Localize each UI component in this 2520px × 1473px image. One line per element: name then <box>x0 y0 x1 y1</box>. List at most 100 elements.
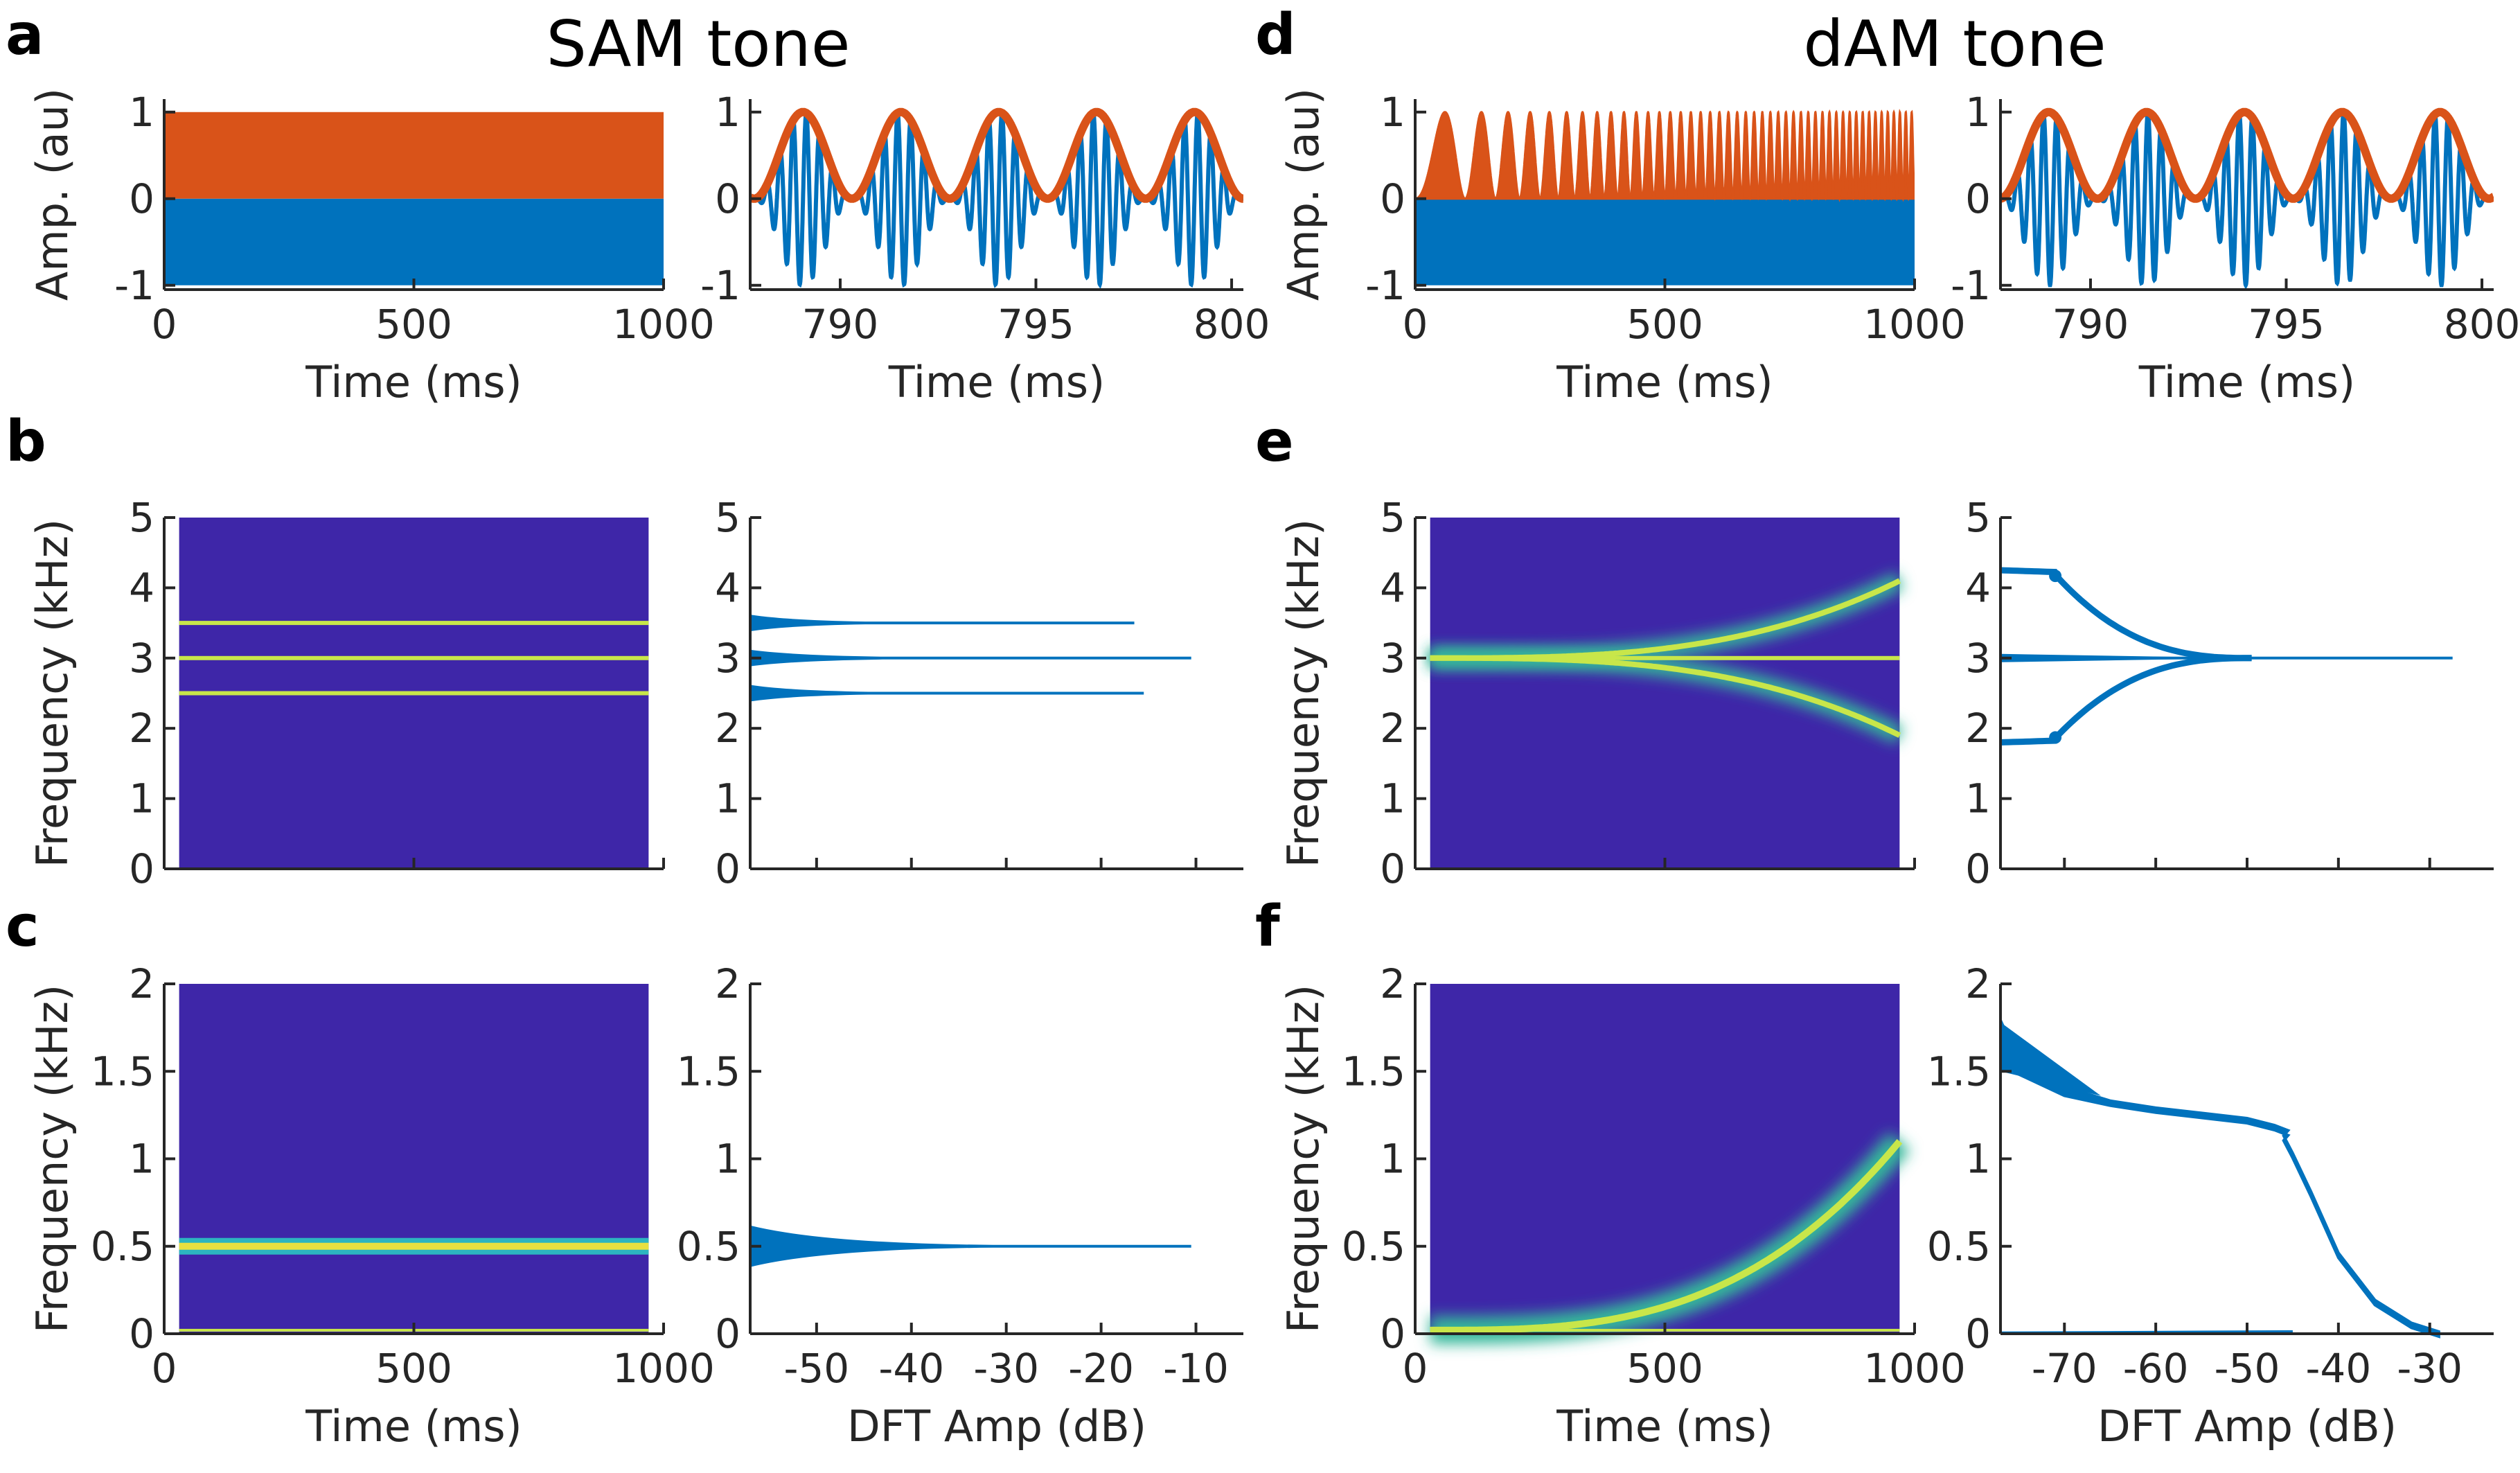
y-tick-label: -1 <box>1365 262 1405 309</box>
spectrogram-band <box>179 655 649 660</box>
y-tick-label: 3 <box>1965 635 1991 682</box>
y-tick-label: 1 <box>1380 775 1405 822</box>
y-tick-label: 0 <box>1965 1310 1991 1357</box>
panel-letter-c: c <box>6 894 39 960</box>
y-tick-label: 3 <box>1380 635 1405 682</box>
chart-b-right: 0 1 2 3 4 5 <box>715 494 1243 892</box>
y-tick-label: 4 <box>715 564 740 611</box>
signal-group <box>750 107 1243 290</box>
x-axis-label: Time (ms) <box>1556 357 1773 407</box>
x-tick-label: 500 <box>375 1345 452 1392</box>
panel-letter-f: f <box>1255 894 1281 960</box>
axes: 0 0.5 1 1.5 2 0 500 1000 Time (ms) Frequency (kHz… <box>27 960 715 1452</box>
x-tick-label: -40 <box>878 1345 944 1392</box>
envelope-group <box>1415 109 1915 203</box>
y-tick-label: 2 <box>1380 960 1405 1007</box>
envelope-band <box>164 112 664 199</box>
y-tick-label: 2 <box>1965 960 1991 1007</box>
x-tick-label: -20 <box>1068 1345 1134 1392</box>
y-tick-label: 0.5 <box>91 1223 154 1270</box>
y-axis-label: Frequency (kHz) <box>1278 519 1329 867</box>
y-tick-label: 1 <box>1965 89 1991 136</box>
panel-letters: a b c d e f <box>6 2 1296 960</box>
spectrum <box>750 1225 1191 1267</box>
title-dam-tone: dAM tone <box>1803 7 2106 81</box>
y-tick-label: 3 <box>129 635 154 682</box>
y-tick-label: 1.5 <box>677 1048 740 1095</box>
y-axis-label: Amp. (au) <box>27 88 78 301</box>
x-tick-label: 0 <box>152 301 177 348</box>
y-tick-label: 0 <box>1380 1310 1405 1357</box>
y-tick-label: 3 <box>715 635 740 682</box>
spectrum <box>1999 1019 2440 1339</box>
x-tick-label: -40 <box>2305 1345 2371 1392</box>
x-tick-label: 800 <box>2444 301 2520 348</box>
spectrum-upper-branch <box>2000 567 2252 662</box>
y-tick-label: 0 <box>1380 175 1405 222</box>
y-tick-label: 5 <box>715 494 740 541</box>
panel-letter-a: a <box>6 2 44 68</box>
x-axis-label: Time (ms) <box>1556 1401 1773 1452</box>
y-tick-label: 2 <box>715 705 740 752</box>
spectrogram-band <box>179 691 649 696</box>
axes: 0 1 2 3 4 5 Frequency (kHz) <box>27 494 665 892</box>
spectrum-peak <box>750 649 1191 667</box>
x-tick-label: 500 <box>1626 1345 1703 1392</box>
signal-group <box>2000 107 2494 290</box>
axes: 0 1 2 3 4 5 <box>1965 494 2494 892</box>
x-tick-label: 790 <box>802 301 879 348</box>
spectrum <box>750 615 1191 702</box>
envelope-fill <box>1415 109 1915 203</box>
spectrogram-traces <box>1430 572 1904 744</box>
x-axis-label: Time (ms) <box>305 1401 522 1452</box>
spectrum-peak <box>750 685 1144 702</box>
x-tick-label: 1000 <box>1863 1345 1966 1392</box>
x-axis-label: Time (ms) <box>888 357 1106 407</box>
y-tick-label: 0.5 <box>677 1223 740 1270</box>
y-tick-label: 1 <box>715 1136 740 1183</box>
axes: 0 1 2 3 4 5 <box>715 494 1243 892</box>
y-tick-label: 5 <box>129 494 154 541</box>
y-tick-label: 2 <box>129 960 154 1007</box>
y-tick-label: 2 <box>1965 705 1991 752</box>
y-tick-label: 0 <box>1965 175 1991 222</box>
y-axis-label: Frequency (kHz) <box>27 985 78 1333</box>
x-tick-label: 0 <box>1403 301 1428 348</box>
spectrogram-band <box>1430 655 1900 660</box>
y-tick-label: 1 <box>1380 1136 1405 1183</box>
y-axis-label: Frequency (kHz) <box>1278 985 1329 1333</box>
y-tick-label: 2 <box>715 960 740 1007</box>
x-tick-label: 500 <box>375 301 452 348</box>
spectrum-upper-knot <box>2049 570 2062 583</box>
y-tick-label: 1 <box>715 89 740 136</box>
y-tick-label: 2 <box>1380 705 1405 752</box>
spectrum-peak <box>750 1225 1191 1267</box>
chart-a-right: -1 0 1 790 795 800 Time (ms) <box>700 89 1270 407</box>
panel-letter-d: d <box>1255 2 1296 68</box>
x-axis-label: DFT Amp (dB) <box>2097 1401 2397 1452</box>
axes: 0 0.5 1 1.5 2 0 500 1000 Time (ms) Frequency (kHz… <box>1278 960 1966 1452</box>
x-tick-label: -30 <box>973 1345 1039 1392</box>
spectrum-lower-branch <box>2000 655 2252 746</box>
chart-d-right: -1 0 1 790 795 800 Time (ms) <box>1951 89 2520 407</box>
panel-letter-b: b <box>6 409 46 475</box>
spectrogram-image <box>1430 518 1900 869</box>
x-tick-label: -30 <box>2397 1345 2463 1392</box>
x-tick-label: 500 <box>1626 301 1703 348</box>
x-tick-label: -70 <box>2032 1345 2097 1392</box>
y-tick-label: 1 <box>1965 775 1991 822</box>
y-tick-label: 1 <box>715 775 740 822</box>
x-axis-label: Time (ms) <box>305 357 522 407</box>
spectrogram-image <box>179 984 649 1334</box>
spectrum-peak <box>750 615 1135 632</box>
x-tick-label: 1000 <box>612 1345 715 1392</box>
y-tick-label: 5 <box>1965 494 1991 541</box>
axes: 0 0.5 1 1.5 2 -50 -40 -30 -20 -10 DFT Amp (dB) <box>677 960 1243 1452</box>
spectrum <box>2000 567 2453 746</box>
y-tick-label: -1 <box>700 262 740 309</box>
